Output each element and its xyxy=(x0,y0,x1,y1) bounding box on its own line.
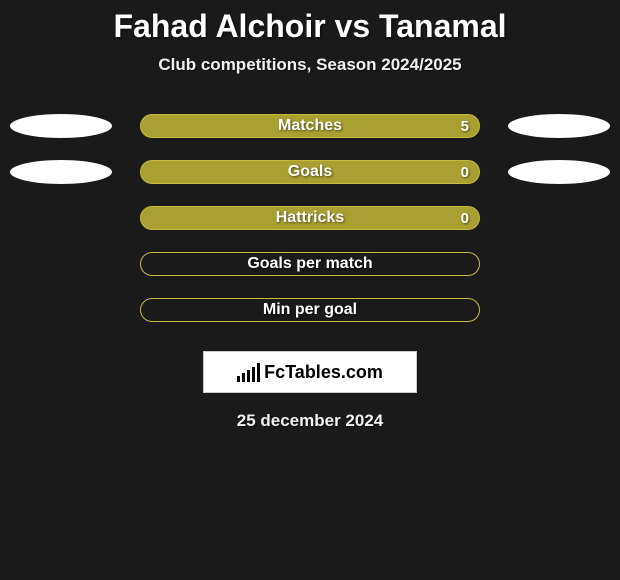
stat-row: Hattricks 0 xyxy=(0,195,620,241)
stat-row: Goals 0 xyxy=(0,149,620,195)
subtitle: Club competitions, Season 2024/2025 xyxy=(0,55,620,75)
footer-date: 25 december 2024 xyxy=(0,411,620,431)
comparison-widget: Fahad Alchoir vs Tanamal Club competitio… xyxy=(0,0,620,431)
logo-bar xyxy=(247,370,250,382)
stat-row: Min per goal xyxy=(0,287,620,333)
stat-value: 5 xyxy=(461,118,469,135)
right-ellipse xyxy=(508,160,610,184)
stat-pill: Matches 5 xyxy=(140,114,480,138)
stat-label: Matches xyxy=(278,117,342,135)
left-ellipse xyxy=(10,114,112,138)
stat-pill: Goals 0 xyxy=(140,160,480,184)
stat-label: Goals xyxy=(288,163,332,181)
stat-label: Goals per match xyxy=(247,255,372,273)
logo-text: FcTables.com xyxy=(264,362,383,383)
stat-pill: Min per goal xyxy=(140,298,480,322)
stat-pill: Hattricks 0 xyxy=(140,206,480,230)
stat-pill: Goals per match xyxy=(140,252,480,276)
left-ellipse xyxy=(10,160,112,184)
stat-row: Goals per match xyxy=(0,241,620,287)
logo-bar xyxy=(252,367,255,382)
stat-row: Matches 5 xyxy=(0,103,620,149)
logo-bar xyxy=(242,373,245,382)
page-title: Fahad Alchoir vs Tanamal xyxy=(0,8,620,45)
logo-bar xyxy=(257,363,260,382)
logo-bars-icon xyxy=(237,362,260,382)
stat-value: 0 xyxy=(461,210,469,227)
logo-bar xyxy=(237,376,240,382)
stat-rows: Matches 5 Goals 0 Hattricks 0 Goals per match M… xyxy=(0,103,620,333)
stat-value: 0 xyxy=(461,164,469,181)
stat-label: Min per goal xyxy=(263,301,357,319)
fctables-logo[interactable]: FcTables.com xyxy=(203,351,417,393)
right-ellipse xyxy=(508,114,610,138)
stat-label: Hattricks xyxy=(276,209,344,227)
